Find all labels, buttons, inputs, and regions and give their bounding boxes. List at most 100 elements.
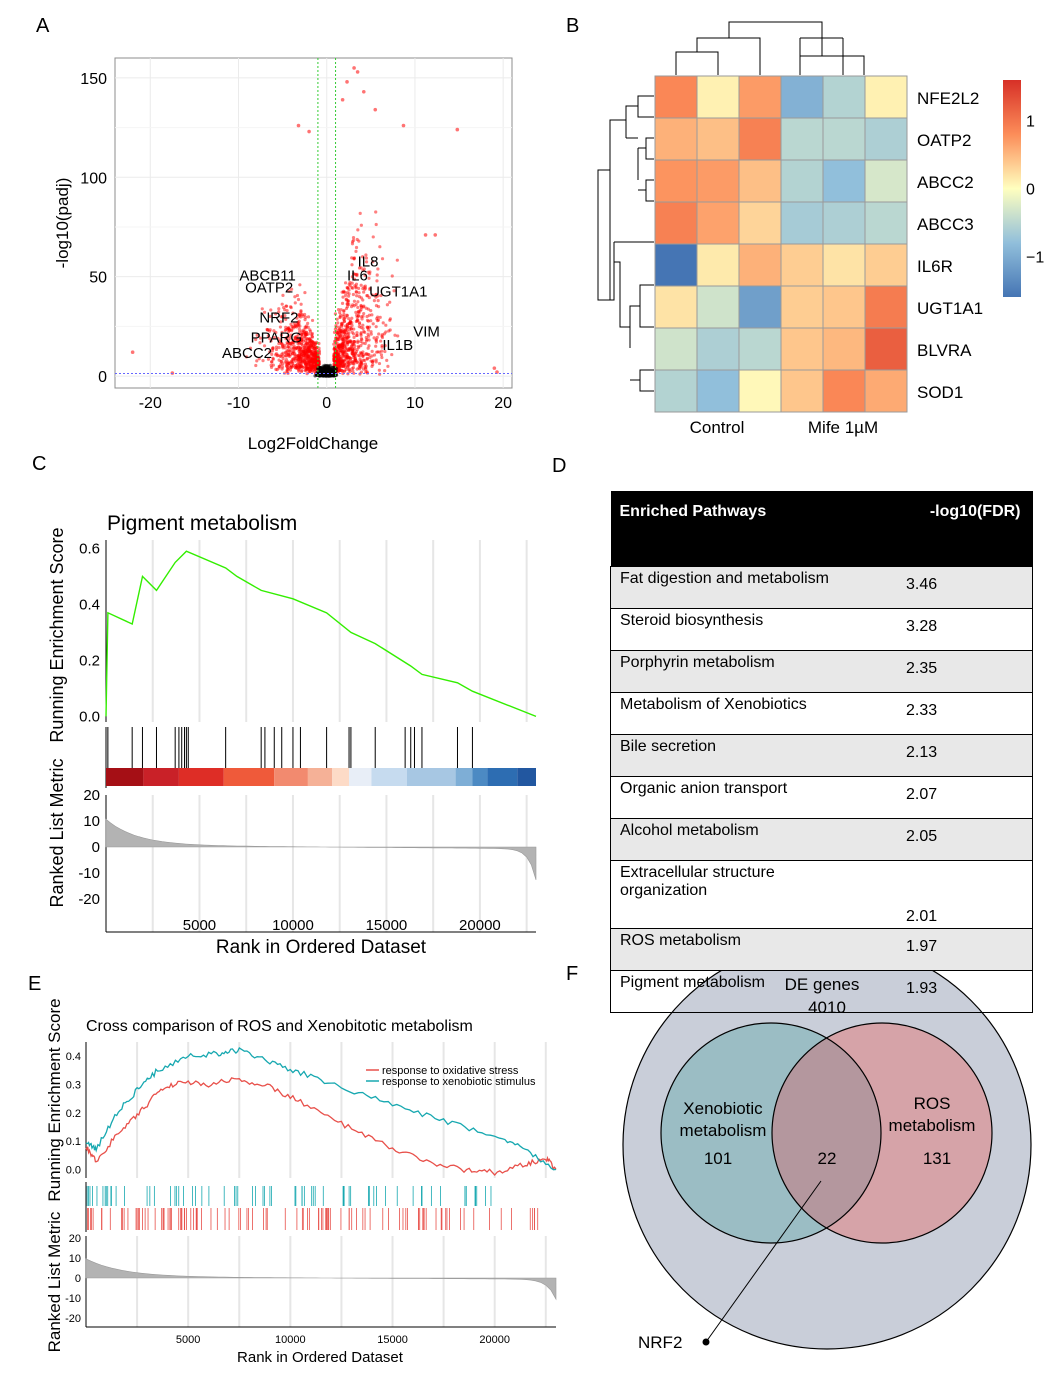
heatmap-cell [780,243,824,287]
volcano-point [347,328,352,332]
volcano-point [279,315,283,319]
volcano-point [337,325,341,329]
volcano-point [345,343,350,347]
volcano-point [365,294,369,298]
volcano-point [293,347,297,351]
volcano-point [357,311,361,315]
volcano-point [379,353,384,357]
volcano-point [351,303,355,307]
volcano-point [378,315,382,319]
heatmap-cell [864,75,908,119]
volcano-point [335,332,339,336]
volcano-point [374,340,379,344]
volcano-point [347,368,351,372]
volcano-point [354,290,358,294]
table-cell-pathway: Porphyrin metabolism [610,650,870,693]
volcano-gene-label: ABCC2 [222,345,272,362]
volcano-point [366,332,370,336]
volcano-point-ns [328,374,332,378]
volcano-point [357,266,362,270]
volcano-point [307,349,311,353]
volcano-point [297,364,302,368]
table-cell-pathway: Extracellular structure organization [610,860,870,929]
volcano-point [308,328,312,332]
volcano-point [341,371,345,376]
volcano-point [269,363,273,367]
volcano-point [361,341,365,345]
volcano-point [269,308,273,312]
volcano-point [341,314,345,318]
volcano-point [338,315,342,319]
heatmap-cell [696,75,740,119]
panel-label-c: C [32,453,46,475]
volcano-point [366,346,370,350]
volcano-point [388,318,392,322]
volcano-point [353,351,358,355]
volcano-point [303,369,307,373]
volcano-point [335,362,340,366]
table-row: Pigment metabolism 1.93 [610,970,1033,1013]
gsea-e-hits [86,1186,539,1230]
volcano-point [369,359,373,363]
volcano-point [258,336,263,340]
volcano-point-outlier [307,129,311,134]
heatmap-cell [696,285,740,329]
venn-right-label-2: metabolism [889,1116,976,1135]
volcano-point [378,350,382,354]
volcano-point [277,345,281,350]
volcano-point [343,358,347,362]
volcano-point [359,296,363,300]
volcano-point [257,357,261,361]
table-cell-pathway: Alcohol metabolism [610,818,870,861]
volcano-point [345,328,349,333]
volcano-point [297,312,301,316]
volcano-point [347,288,351,292]
gsea-c-band-segment [332,768,350,786]
volcano-point [376,299,380,303]
table-row: ROS metabolism 1.97 [610,928,1033,971]
volcano-y-label: -log10(padj) [53,178,72,269]
gsea-e-es-tick: 0.0 [66,1165,81,1177]
volcano-point [303,358,307,362]
heatmap-cell [822,117,866,161]
volcano-point [342,309,346,313]
heatmap-cell [822,369,866,413]
volcano-point [381,321,385,325]
volcano-point [345,291,349,295]
volcano-point [357,366,361,370]
volcano-point-outlier [130,350,135,355]
volcano-point [336,345,340,349]
volcano-point [269,339,273,343]
volcano-point [357,321,362,325]
volcano-point [362,329,366,334]
volcano-point [374,210,378,214]
gsea-c-grid [105,540,536,933]
volcano-point [338,310,342,315]
volcano-point [356,340,360,344]
volcano-point [285,369,289,374]
volcano-point [277,339,282,344]
volcano-point [303,332,307,336]
gsea-e-x-tick: 20000 [479,1334,510,1346]
gsea-e-metric-tick: 0 [75,1273,81,1285]
heatmap-cell [654,201,698,245]
volcano-point-outlier [423,233,428,237]
volcano-y-tick: 100 [80,170,107,187]
volcano-point [281,344,285,348]
volcano-point [345,352,349,357]
volcano-point [352,256,356,261]
volcano-point [268,314,272,318]
volcano-point [354,245,359,250]
table-cell-pathway: ROS metabolism [610,928,870,971]
legend-label-xeno: response to xenobiotic stimulus [382,1076,536,1088]
heatmap-row-label: BLVRA [917,341,972,360]
volcano-point [351,332,356,336]
volcano-point [378,245,382,249]
volcano-point [369,332,373,336]
volcano-point [277,310,281,314]
volcano-point [362,367,366,371]
heatmap-cell [864,159,908,203]
volcano-point [377,332,381,336]
volcano-point [341,330,345,334]
